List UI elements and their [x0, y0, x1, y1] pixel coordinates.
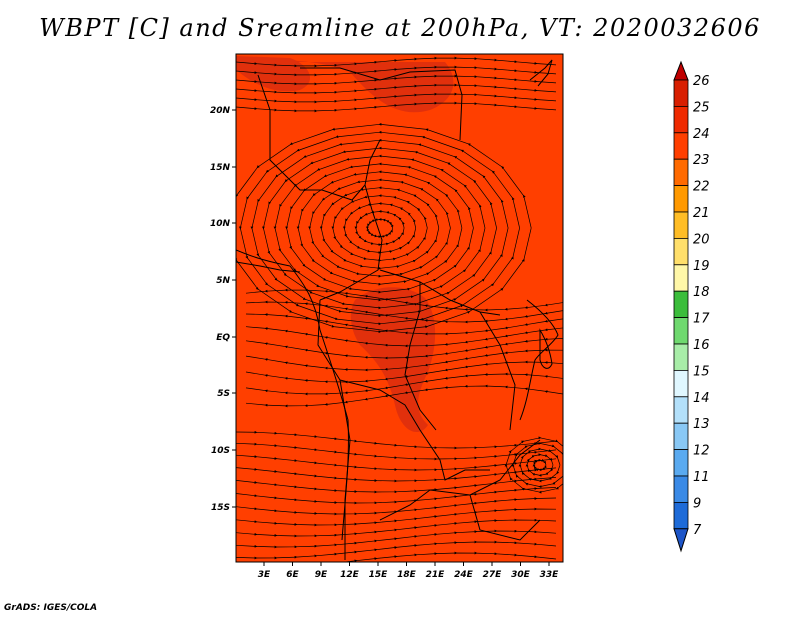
- colorbar-segment: [673, 317, 689, 345]
- lat-tick-label: EQ: [216, 333, 230, 343]
- streamline: [236, 74, 557, 86]
- colorbar-label: 26: [693, 74, 710, 89]
- colorbar-label: 23: [693, 153, 710, 168]
- colorbar-segment: [673, 211, 689, 239]
- lon-tick-label: 6E: [286, 570, 299, 580]
- streamline: [245, 384, 563, 408]
- streamline: [236, 83, 557, 95]
- lat-tick-label: 5N: [216, 276, 230, 286]
- lon-tick-label: 3E: [258, 570, 271, 580]
- colorbar-segment: [673, 106, 689, 134]
- lat-tick-label: 15N: [210, 163, 231, 173]
- streamline: [236, 101, 557, 113]
- streamline: [236, 65, 557, 77]
- colorbar-segment: [673, 422, 689, 451]
- colorbar-label: 24: [693, 127, 710, 142]
- grads-credit: GrADS: IGES/COLA: [4, 603, 98, 613]
- longitude-axis: 3E 6E 9E 12E 15E 18E 21E 24E 27E 30E 33E: [258, 562, 559, 580]
- colorbar-label: 17: [693, 312, 710, 327]
- streamlines: [236, 56, 563, 562]
- colorbar-bottom-arrow: [673, 528, 689, 553]
- streamline: [254, 551, 557, 562]
- colorbar-segment: [673, 132, 689, 160]
- colorbar-label: 16: [693, 338, 710, 353]
- colorbar-label: 13: [693, 417, 710, 432]
- lon-tick-label: 9E: [315, 570, 328, 580]
- coastline: [539, 328, 553, 369]
- colorbar-label: 14: [693, 391, 710, 406]
- lon-tick-label: 21E: [426, 570, 446, 580]
- border-line: [404, 282, 437, 431]
- border-line: [379, 269, 501, 316]
- map-panel: [235, 53, 564, 563]
- lon-tick-label: 24E: [454, 570, 474, 580]
- colorbar-label: 19: [693, 259, 710, 274]
- colorbar-label: 22: [693, 180, 710, 195]
- lat-tick-label: 15S: [211, 503, 230, 513]
- border-line: [469, 494, 541, 541]
- colorbar-segment: [673, 501, 689, 530]
- colorbar-label: 20: [693, 232, 710, 247]
- border-line: [339, 379, 490, 481]
- lon-tick-label: 15E: [369, 570, 389, 580]
- lon-tick-label: 27E: [483, 570, 503, 580]
- colorbar-label: 21: [693, 206, 710, 221]
- colorbar-segment: [673, 237, 689, 266]
- streamline: [236, 92, 557, 104]
- colorbar-label: 12: [693, 444, 710, 459]
- lat-tick-label: 10N: [210, 219, 231, 229]
- streamline: [236, 56, 557, 68]
- colorbar-label: 9: [693, 496, 701, 511]
- border-line: [479, 311, 516, 431]
- lat-tick-label: 10S: [211, 446, 230, 456]
- lat-tick-label: 20N: [210, 106, 231, 116]
- colorbar-label: 7: [693, 523, 702, 538]
- colorbar-segment: [673, 290, 689, 319]
- colorbar-segment: [673, 369, 689, 398]
- colorbar-segment: [673, 343, 689, 371]
- colorbar-segment: [673, 449, 689, 477]
- latitude-axis: 20N 15N 10N 5N EQ 5S 10S 15S: [210, 106, 236, 513]
- colorbar-label: 11: [693, 470, 710, 485]
- colorbar-segment: [673, 185, 689, 213]
- border-line: [300, 67, 463, 141]
- coastline: [529, 59, 553, 87]
- colorbar: 26 25 24 23 22 21 20 19 18 17 16 15 14 13 12 11 9 7: [673, 60, 710, 553]
- border-line: [236, 261, 301, 273]
- lon-tick-label: 12E: [340, 570, 360, 580]
- map-frame: [235, 53, 564, 563]
- colorbar-label: 15: [693, 364, 710, 379]
- colorbar-top-arrow: [673, 60, 689, 81]
- coastline: [236, 249, 349, 541]
- colorbar-segment: [673, 264, 689, 292]
- chart-title: WBPT [C] and Sreamline at 200hPa, VT: 20…: [39, 14, 761, 42]
- colorbar-label: 25: [693, 100, 710, 115]
- colorbar-segment: [673, 158, 689, 186]
- coastline: [519, 299, 559, 421]
- country-borders: [236, 59, 559, 560]
- colorbar-segment: [673, 396, 689, 424]
- lon-tick-label: 30E: [511, 570, 531, 580]
- colorbar-segment: [673, 475, 689, 503]
- colorbar-label: 18: [693, 285, 710, 300]
- border-line: [257, 74, 381, 201]
- colorbar-segment: [673, 79, 689, 107]
- lat-tick-label: 5S: [217, 389, 230, 399]
- streamline: [504, 436, 563, 494]
- lon-tick-label: 18E: [397, 570, 417, 580]
- lon-tick-label: 33E: [540, 570, 560, 580]
- border-line: [319, 184, 383, 301]
